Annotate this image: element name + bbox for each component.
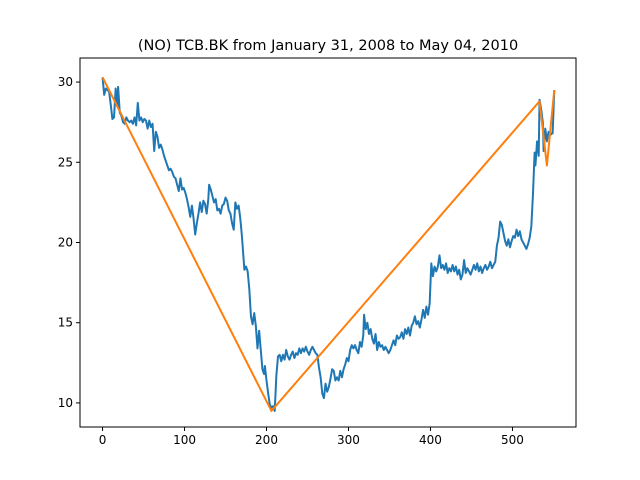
series-layer — [101, 76, 556, 412]
series-line-0 — [101, 77, 556, 412]
y-tick-label-3: 25 — [58, 155, 73, 169]
y-tick-label-1: 15 — [58, 316, 73, 330]
y-tick-label-4: 30 — [58, 75, 73, 89]
chart-title: (NO) TCB.BK from January 31, 2008 to May… — [138, 38, 518, 54]
x-tick-label-0: 0 — [99, 433, 107, 447]
x-tick-label-1: 100 — [173, 433, 196, 447]
y-tick-label-0: 10 — [58, 396, 73, 410]
x-tick-label-2: 200 — [255, 433, 278, 447]
y-tick-label-2: 20 — [58, 236, 73, 250]
x-tick-label-5: 500 — [501, 433, 524, 447]
x-tick-label-3: 300 — [337, 433, 360, 447]
x-tick-label-4: 400 — [419, 433, 442, 447]
y-axis: 10 15 20 25 30 — [58, 75, 80, 410]
x-axis: 0 100 200 300 400 500 — [99, 427, 524, 447]
series-line-1 — [101, 76, 556, 412]
plot-area — [80, 58, 576, 427]
